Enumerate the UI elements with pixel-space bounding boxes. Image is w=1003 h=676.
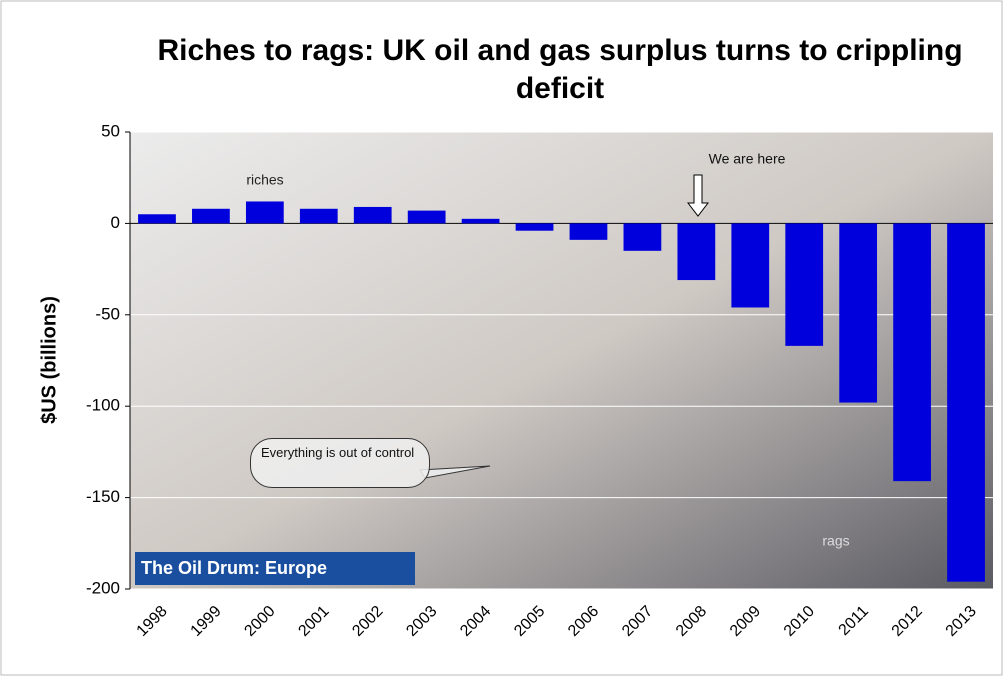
x-tick-label: 2001 — [295, 603, 332, 640]
bar — [353, 206, 392, 224]
logo: The Oil Drum: Europe — [135, 552, 415, 585]
x-tick-label: 2008 — [673, 603, 710, 640]
bar — [569, 223, 608, 240]
x-tick-label: 2003 — [403, 603, 440, 640]
annotation: rags — [822, 533, 849, 549]
y-axis-label: $US (billions) — [38, 296, 60, 424]
chart-title: Riches to rags: UK oil and gas surplus t… — [157, 34, 963, 105]
annotation: We are here — [709, 151, 786, 167]
x-tick-label: 2000 — [241, 603, 278, 640]
x-tick-label: 1999 — [188, 603, 225, 640]
y-tick-label: -100 — [86, 396, 120, 415]
bar — [731, 223, 770, 308]
x-tick-label: 2010 — [781, 603, 818, 640]
bar — [299, 208, 338, 224]
bar — [192, 208, 230, 224]
bar — [623, 223, 662, 251]
bar — [785, 223, 824, 346]
x-tick-label: 2004 — [457, 603, 494, 640]
x-tick-label: 2009 — [727, 603, 764, 640]
y-tick-label: -50 — [95, 304, 120, 323]
x-tick-label: 1998 — [134, 603, 171, 640]
callout: Everything is out of control — [250, 438, 430, 488]
bar — [947, 223, 985, 582]
bar — [407, 210, 446, 224]
y-tick-label: -150 — [86, 487, 120, 506]
x-tick-label: 2005 — [511, 603, 548, 640]
x-tick-label: 2012 — [889, 603, 926, 640]
bar — [245, 201, 284, 224]
bar — [893, 223, 931, 482]
y-tick-label: 50 — [101, 121, 120, 140]
x-tick-label: 2011 — [836, 603, 872, 639]
bar — [839, 223, 878, 403]
x-tick-label: 2007 — [619, 603, 656, 640]
bar — [461, 218, 500, 224]
bar — [677, 223, 716, 281]
annotation: riches — [246, 172, 283, 188]
y-tick-label: -200 — [86, 578, 120, 597]
y-tick-label: 0 — [111, 213, 120, 232]
bar — [138, 214, 176, 224]
x-tick-label: 2013 — [943, 603, 980, 640]
arrow — [686, 174, 710, 217]
x-tick-label: 2002 — [349, 603, 386, 640]
bar — [515, 223, 554, 231]
x-tick-label: 2006 — [565, 603, 602, 640]
